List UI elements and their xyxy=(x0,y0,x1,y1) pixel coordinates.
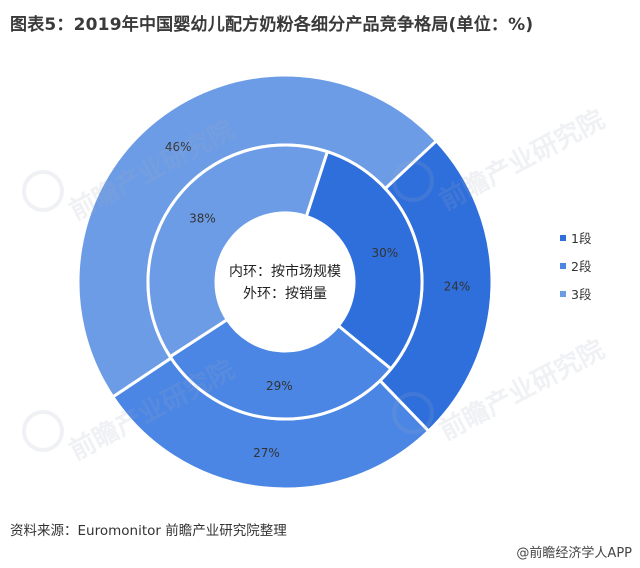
inner-ring-slice-1 xyxy=(304,149,424,371)
donut-center xyxy=(217,214,353,350)
legend-swatch-3 xyxy=(560,290,566,297)
chart-title: 图表5：2019年中国婴幼儿配方奶粉各细分产品竞争格局(单位：%) xyxy=(10,15,534,35)
legend-item-3: 3段 xyxy=(560,284,591,303)
legend-item-1: 1段 xyxy=(560,228,591,247)
outer-ring-label-2: 27% xyxy=(253,446,280,460)
credit-text: @前瞻经济学人APP xyxy=(516,546,632,561)
inner-ring-slice-2 xyxy=(168,317,394,421)
legend-label-2: 2段 xyxy=(571,259,592,274)
legend-swatch-1 xyxy=(560,234,566,241)
inner-ring-label-3: 38% xyxy=(189,212,216,226)
inner-ring-slice-3 xyxy=(146,143,330,359)
legend-swatch-2 xyxy=(560,262,566,269)
outer-ring-label-3: 46% xyxy=(165,140,192,154)
inner-ring-label-1: 30% xyxy=(371,246,398,260)
center-label-2: 外环：按销量 xyxy=(243,286,327,302)
legend-label-3: 3段 xyxy=(571,287,592,302)
outer-ring-label-1: 24% xyxy=(444,280,471,294)
legend-label-1: 1段 xyxy=(571,231,592,246)
center-label-1: 内环：按市场规模 xyxy=(229,263,341,280)
inner-ring-label-2: 29% xyxy=(266,379,293,393)
source-note: 资料来源：Euromonitor 前瞻产业研究院整理 xyxy=(10,523,287,539)
legend-item-2: 2段 xyxy=(560,256,591,275)
